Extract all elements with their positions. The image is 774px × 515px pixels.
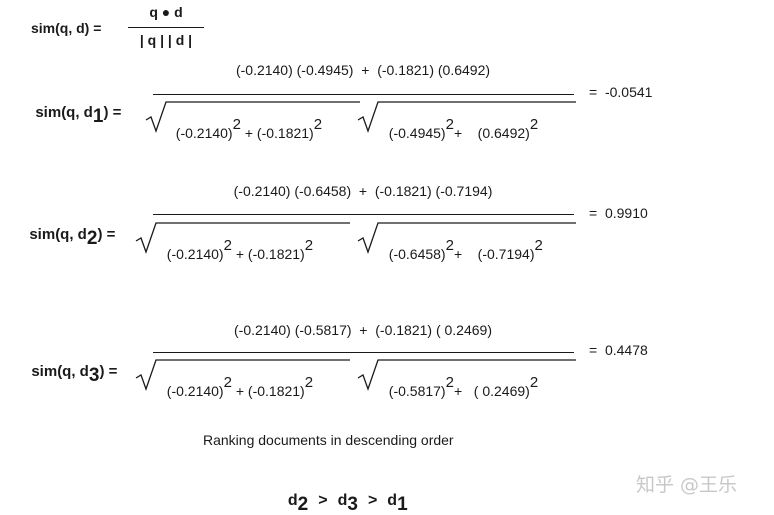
eq1-result: = -0.0541: [589, 84, 653, 100]
eq3-sqrt-left-icon: [135, 359, 350, 391]
definition-fraction-bar: [128, 27, 204, 28]
eq1-sqrt-left-icon: [145, 101, 360, 133]
eq1-den-left: (-0.2140)2 + (-0.1821)2: [168, 109, 322, 142]
ranking-gt-1: >: [318, 492, 328, 509]
eq1-exp-2: 2: [313, 116, 323, 133]
eq1-lhs-prefix: sim(q, d: [35, 104, 93, 121]
eq2-lhs-suffix: ) =: [97, 226, 116, 243]
eq1-lhs-suffix: ) =: [103, 104, 122, 121]
eq3-exp-4: 2: [529, 374, 539, 391]
eq2-den-right-plus: +: [453, 246, 478, 262]
eq2-exp-3: 2: [445, 237, 454, 254]
eq2-den-right: (-0.6458)2+ (-0.7194)2: [381, 230, 543, 263]
ranking-sub-3: 1: [397, 494, 408, 515]
eq2-exp-1: 2: [223, 237, 232, 254]
eq1-numerator: (-0.2140) (-0.4945) + (-0.1821) (0.6492): [235, 62, 491, 78]
eq1-den-left-b: (-0.1821): [256, 125, 314, 141]
eq3-sqrt-right-icon: [357, 359, 576, 391]
eq3-den-right-plus: +: [453, 383, 474, 399]
eq2-numerator: (-0.2140) (-0.6458) + (-0.1821) (-0.7194…: [233, 183, 493, 199]
eq1-den-right-plus: +: [453, 125, 478, 141]
eq2-result: = 0.9910: [589, 205, 648, 221]
eq3-exp-2: 2: [304, 374, 314, 391]
definition-lhs: sim(q, d) =: [31, 20, 102, 36]
eq2-lhs-subscript: 2: [86, 228, 98, 249]
ranking-sub-1: 2: [297, 494, 309, 515]
eq2-den-right-a: (-0.6458): [388, 246, 446, 262]
definition-denominator: | q | | d |: [139, 32, 193, 48]
eq3-lhs-subscript: 3: [88, 365, 100, 386]
eq2-den-left: (-0.2140)2 + (-0.1821)2: [159, 230, 313, 263]
eq2-exp-4: 2: [534, 237, 543, 254]
ranking-d-2: d: [337, 492, 348, 509]
eq2-fraction-bar: [153, 214, 574, 215]
eq3-den-right: (-0.5817)2+ ( 0.2469)2: [381, 367, 538, 400]
eq1-lhs-subscript: 1: [92, 106, 104, 127]
eq2-den-left-a: (-0.2140): [166, 246, 224, 262]
eq1-den-right-b: (0.6492): [477, 125, 530, 141]
ranking-d-3: d: [387, 492, 398, 509]
eq3-numerator: (-0.2140) (-0.5817) + (-0.1821) ( 0.2469…: [234, 322, 492, 338]
eq3-fraction-bar: [153, 352, 574, 353]
eq1-exp-3: 2: [445, 116, 454, 133]
watermark: 知乎 @王乐: [636, 474, 738, 496]
eq1-exp-4: 2: [529, 116, 539, 133]
eq3-den-right-b: ( 0.2469): [473, 383, 530, 399]
eq3-exp-3: 2: [445, 374, 454, 391]
eq1-lhs: sim(q, d1) =: [27, 84, 122, 127]
eq3-lhs-suffix: ) =: [99, 363, 118, 380]
eq3-den-left: (-0.2140)2 + (-0.1821)2: [159, 367, 313, 400]
eq1-exp-1: 2: [232, 116, 241, 133]
eq3-lhs-prefix: sim(q, d: [31, 363, 89, 380]
eq1-sqrt-right-icon: [357, 101, 576, 133]
eq1-den-left-a: (-0.2140): [175, 125, 233, 141]
eq2-den-right-b: (-0.7194): [477, 246, 535, 262]
eq2-exp-2: 2: [304, 237, 314, 254]
eq3-exp-1: 2: [223, 374, 232, 391]
eq3-den-left-plus: +: [231, 383, 248, 399]
eq3-result: = 0.4478: [589, 342, 648, 358]
ranking-caption: Ranking documents in descending order: [203, 432, 454, 448]
eq1-den-left-plus: +: [240, 125, 257, 141]
eq3-lhs: sim(q, d3) =: [23, 343, 118, 386]
eq1-den-right-a: (-0.4945): [388, 125, 446, 141]
eq2-lhs-prefix: sim(q, d: [29, 226, 87, 243]
ranking-sub-2: 3: [347, 494, 358, 515]
eq2-lhs: sim(q, d2) =: [21, 206, 116, 249]
eq3-den-right-a: (-0.5817): [388, 383, 446, 399]
ranking-gt-2: >: [367, 492, 378, 509]
ranking-order: d2 > d3 > d1: [279, 471, 408, 515]
eq1-den-right: (-0.4945)2+ (0.6492)2: [381, 109, 538, 142]
eq2-sqrt-left-icon: [135, 222, 350, 254]
ranking-d-1: d: [287, 492, 298, 509]
eq3-den-left-b: (-0.1821): [247, 383, 305, 399]
eq1-fraction-bar: [153, 94, 574, 95]
eq2-den-left-b: (-0.1821): [247, 246, 305, 262]
eq2-sqrt-right-icon: [357, 222, 576, 254]
eq2-den-left-plus: +: [231, 246, 248, 262]
eq3-den-left-a: (-0.2140): [166, 383, 224, 399]
definition-numerator: q ● d: [149, 4, 183, 20]
